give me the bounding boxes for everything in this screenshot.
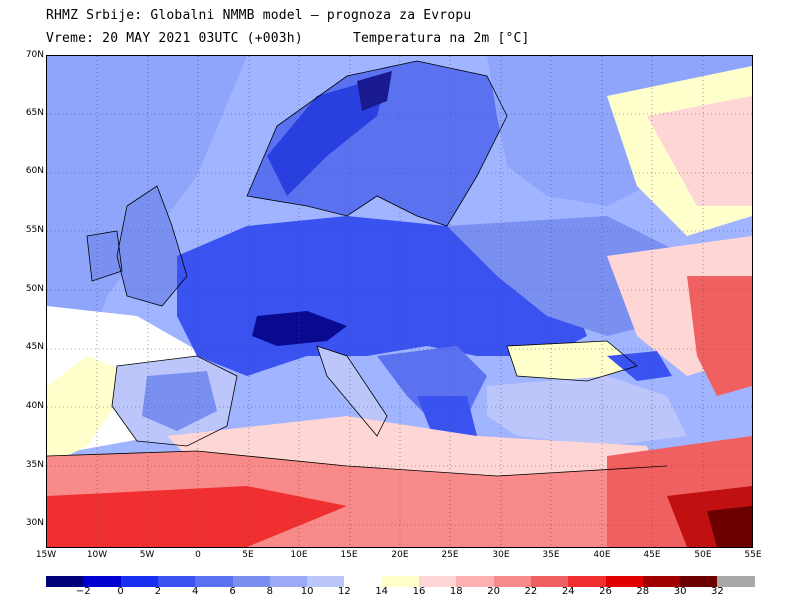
temperature-map [46,55,753,548]
map-title: RHMZ Srbije: Globalni NMMB model — progn… [46,8,472,23]
legend-label: 28 [636,586,650,597]
legend-swatch [717,576,756,587]
legend-swatch [46,576,84,587]
iraq-hottest [707,506,752,547]
legend-label: 20 [487,586,500,597]
legend-swatch [232,576,271,587]
coastline [47,60,668,477]
lat-label-35n: 35N [25,460,44,470]
legend-swatch [568,576,606,587]
legend-label: 6 [229,586,236,597]
legend-swatch [307,576,345,587]
legend-swatch [83,576,122,587]
lon-label-25e: 25E [441,550,459,560]
lat-label-60n: 60N [25,166,44,176]
legend-label: 32 [711,586,724,597]
legend-label: 22 [524,586,538,597]
legend-swatch [530,576,569,587]
legend-label: 2 [154,586,162,597]
lon-label-50e: 50E [694,550,712,560]
ireland [87,231,122,281]
legend-label: 18 [449,586,463,597]
legend-label: 24 [561,586,575,597]
lat-label-55n: 55N [25,225,44,235]
northeast-pink [647,96,752,206]
legend-swatch [381,576,420,587]
lat-label-45n: 45N [25,342,44,352]
lon-label-10e: 10E [290,550,308,560]
lon-label-10w: 10W [86,550,108,560]
british-isles [117,186,187,306]
legend-swatch [195,576,233,587]
lat-label-40n: 40N [25,401,44,411]
legend-label: 30 [673,586,687,597]
variable-name: Temperatura na 2m [°C] [353,31,530,46]
lon-label-5e: 5E [242,550,254,560]
legend-swatch [680,576,718,587]
legend-swatch [157,576,196,587]
caspian-red [687,276,752,396]
lon-label-5w: 5W [139,550,155,560]
lon-label-55e: 55E [744,550,762,560]
legend-label: 26 [599,586,612,597]
lat-label-30n: 30N [25,518,44,528]
legend-label: 14 [375,586,389,597]
legend-swatch [605,576,644,587]
lon-label-30e: 30E [492,550,510,560]
norway-mountains [267,76,387,196]
lon-label-20e: 20E [391,550,409,560]
legend-label: 8 [266,586,273,597]
lat-label-50n: 50N [25,284,44,294]
forecast-time: Vreme: 20 MAY 2021 03UTC (+003h) [46,31,303,46]
legend-swatch [493,576,532,587]
turkey [487,376,687,446]
legend-label: 16 [412,586,426,597]
graticule [47,56,752,547]
italy [317,346,387,436]
temperature-legend [46,576,756,587]
lon-label-15e: 15E [340,550,358,560]
sahara-hot [47,486,347,547]
lon-label-35e: 35E [542,550,560,560]
legend-label: 0 [117,586,124,597]
lon-label-45e: 45E [643,550,661,560]
map-canvas [47,56,752,547]
legend-label: 4 [192,586,199,597]
lon-label-15w: 15W [35,550,57,560]
black-sea [507,341,637,381]
lon-label-0: 0 [195,550,201,560]
legend-swatch [642,576,681,587]
legend-label: 10 [300,586,314,597]
lat-label-65n: 65N [25,108,44,118]
lon-label-40e: 40E [593,550,611,560]
alps-cold [252,311,347,346]
legend-swatch [456,576,495,587]
lat-label-70n: 70N [25,50,44,60]
legend-label: −2 [75,586,91,597]
legend-swatch [269,576,308,587]
norway-cold-core [357,71,392,111]
caucasus-cold [607,351,672,381]
legend-label: 12 [338,586,351,597]
legend-swatch [120,576,159,587]
legend-swatch [344,576,383,587]
legend-swatch [419,576,457,587]
